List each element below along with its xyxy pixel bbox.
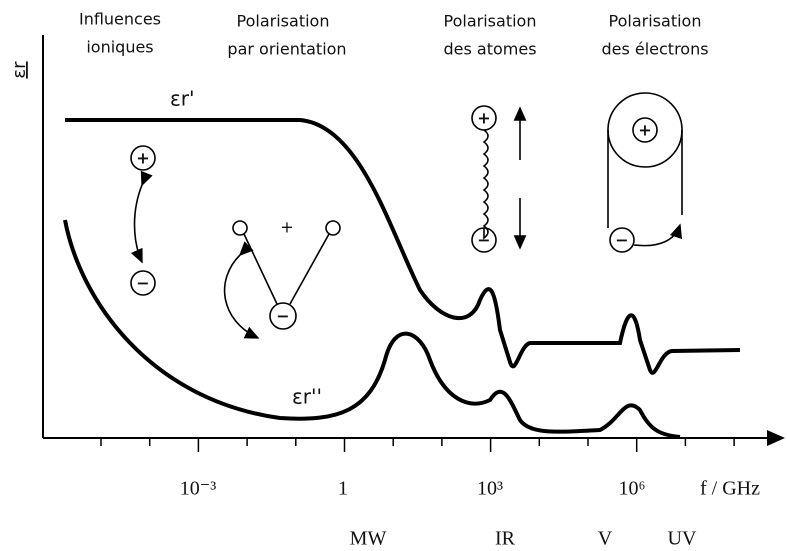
header: par orientation: [227, 40, 346, 59]
axes: [42, 35, 785, 452]
header: des électrons: [601, 40, 708, 59]
atoms-icon: + −: [471, 105, 527, 253]
tick-label: 10⁻³: [180, 478, 217, 500]
header: Polarisation: [237, 12, 330, 31]
band-label: MW: [350, 528, 387, 550]
header: Polarisation: [444, 12, 537, 31]
curve-label: εr': [170, 87, 195, 111]
band-label: IR: [495, 528, 516, 550]
charge: +: [477, 109, 490, 128]
band-label: V: [598, 528, 613, 550]
header: des atomes: [443, 40, 536, 59]
header: Influences: [79, 10, 161, 29]
x-axis-label: f / GHz: [700, 478, 760, 500]
header: Polarisation: [609, 12, 702, 31]
charge: +: [136, 149, 149, 168]
tick-label: 10⁶: [619, 478, 646, 500]
electrons-icon: + −: [607, 92, 683, 253]
orientation-icon: − +: [223, 218, 341, 339]
charge: −: [276, 307, 289, 326]
imag-curve: [63, 219, 681, 439]
charge: +: [638, 121, 651, 140]
charge: −: [615, 231, 628, 250]
header: ioniques: [86, 38, 153, 57]
real-curve: [65, 118, 741, 375]
charge: +: [280, 218, 293, 237]
y-axis-label: εr: [9, 61, 30, 79]
tick-label: 1: [338, 478, 348, 500]
charge: −: [477, 231, 490, 250]
tick-label: 10³: [477, 478, 503, 500]
band-label: UV: [668, 528, 697, 550]
ionic-icon: + −: [130, 145, 156, 296]
curve-label: εr'': [292, 385, 322, 409]
charge: −: [136, 274, 149, 293]
